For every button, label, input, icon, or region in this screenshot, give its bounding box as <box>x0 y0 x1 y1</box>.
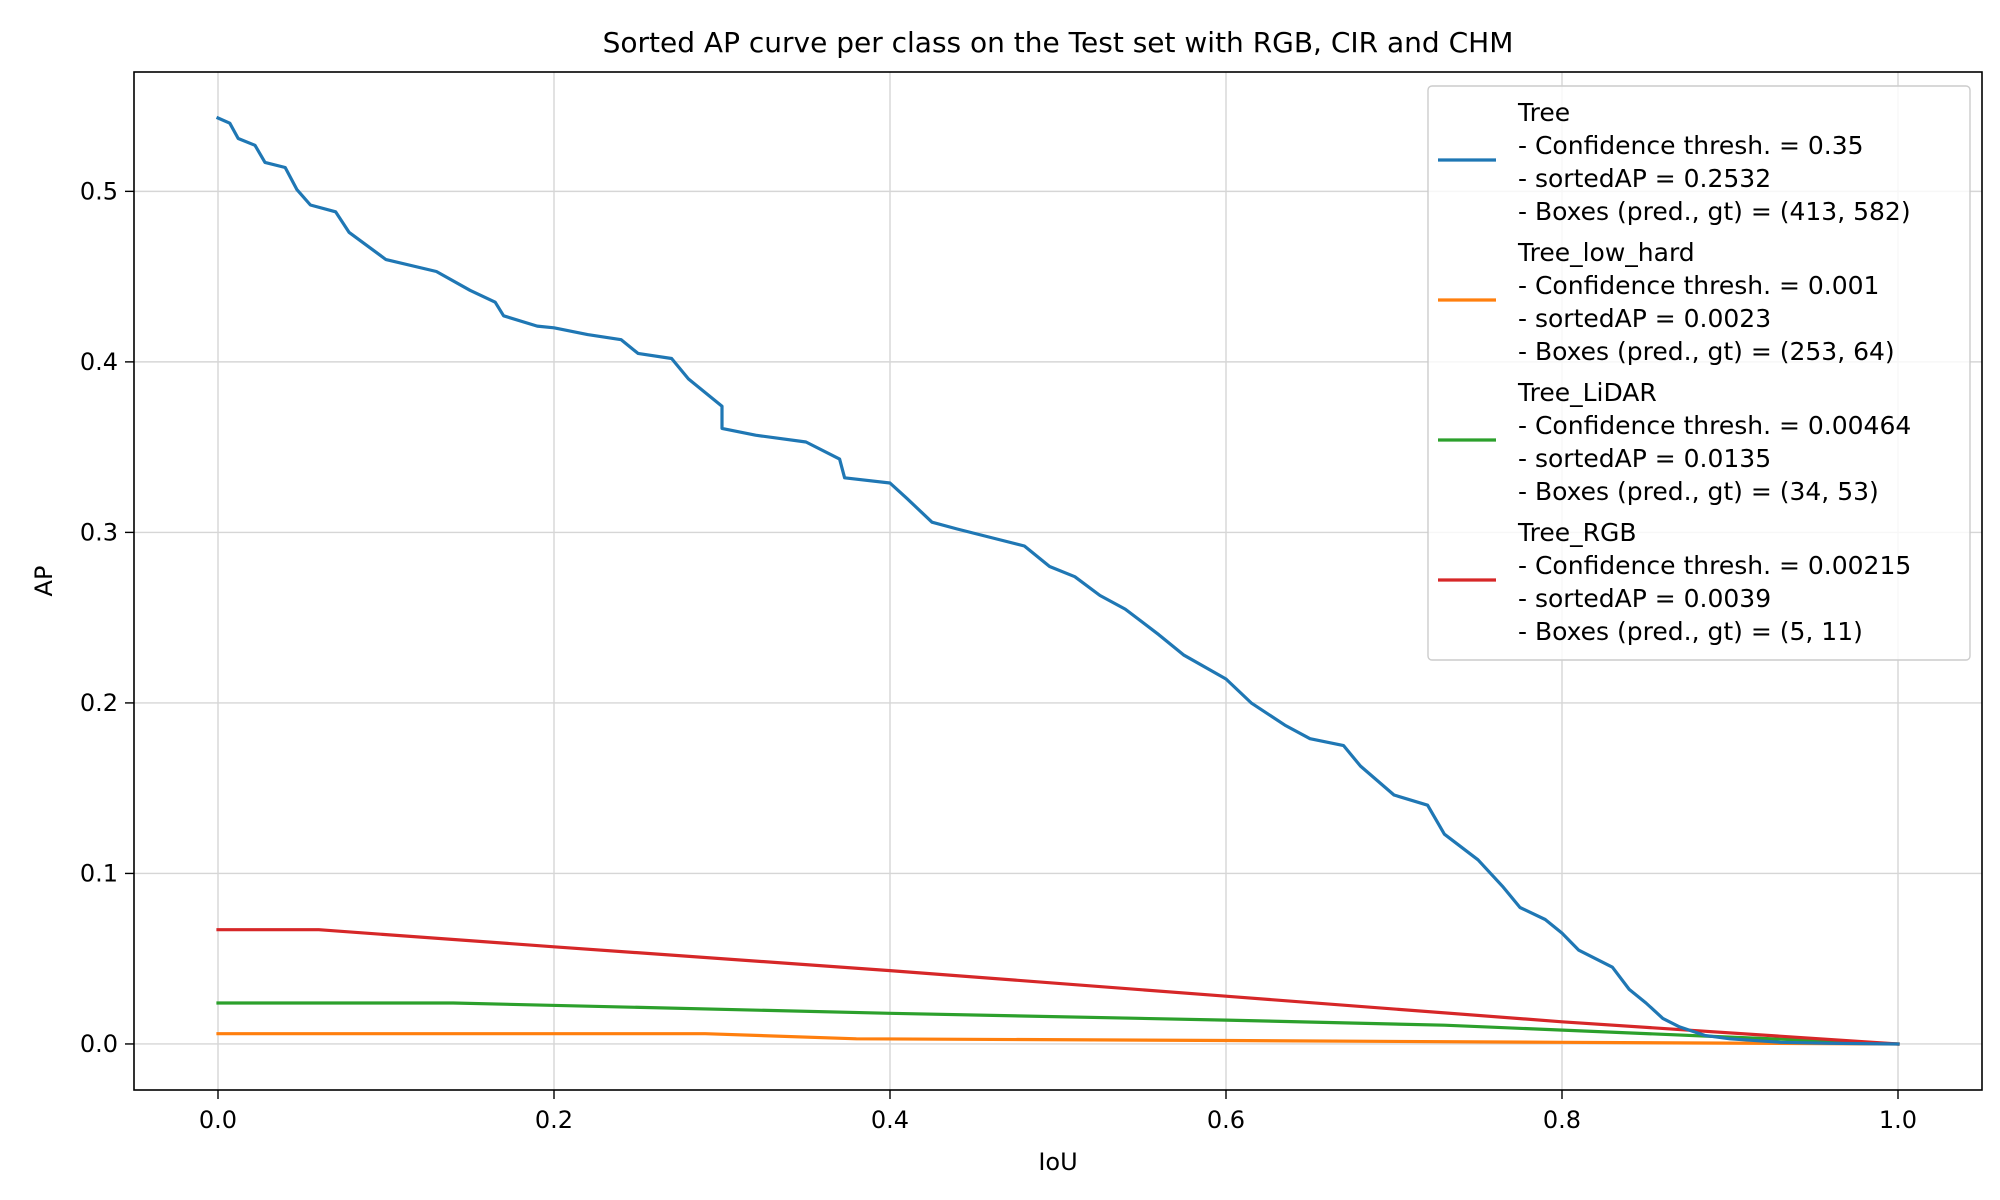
legend-entry-detail: - Confidence thresh. = 0.00215 <box>1518 551 1911 580</box>
series-line-tree <box>215 115 1900 1046</box>
series-line-tree-low-hard <box>216 1032 1900 1046</box>
series-line-tree-lidar <box>216 1001 1900 1046</box>
legend: Tree - Confidence thresh. = 0.35 - sortedA… <box>1427 85 1971 661</box>
chart-title: Sorted AP curve per class on the Test se… <box>603 26 1514 59</box>
legend-entry-name: Tree_RGB <box>1517 518 1636 547</box>
plot-frame <box>133 71 1983 1091</box>
legend-entry-detail: - Confidence thresh. = 0.00464 <box>1518 411 1911 440</box>
x-tick-label: 0.2 <box>535 1106 573 1134</box>
legend-entry-detail: - Boxes (pred., gt) = (253, 64) <box>1518 337 1895 366</box>
legend-entry-detail: - Boxes (pred., gt) = (5, 11) <box>1518 617 1863 646</box>
legend-entry-name: Tree <box>1517 98 1570 127</box>
series-lines <box>215 115 1900 1046</box>
legend-entry-detail: - Boxes (pred., gt) = (34, 53) <box>1518 477 1879 506</box>
x-tick-label: 0.4 <box>871 1106 909 1134</box>
legend-entry-detail: - Confidence thresh. = 0.001 <box>1518 271 1879 300</box>
legend-entry-name: Tree_low_hard <box>1517 238 1695 267</box>
series-line-tree-rgb <box>216 928 1900 1046</box>
legend-entry-detail: - Boxes (pred., gt) = (413, 582) <box>1518 197 1911 226</box>
y-tick-label: 0.4 <box>80 348 118 376</box>
legend-entry-name: Tree_LiDAR <box>1517 378 1657 407</box>
y-tick-label: 0.0 <box>80 1030 118 1058</box>
x-tick-label: 0.6 <box>1207 1106 1245 1134</box>
legend-entry-detail: - sortedAP = 0.0039 <box>1518 584 1771 613</box>
y-tick-label: 0.1 <box>80 859 118 887</box>
legend-entry-detail: - Confidence thresh. = 0.35 <box>1518 131 1864 160</box>
x-tick-label: 1.0 <box>1879 1106 1917 1134</box>
x-tick-label: 0.0 <box>199 1106 237 1134</box>
y-tick-label: 0.5 <box>80 177 118 205</box>
legend-box <box>1427 85 1971 661</box>
axis-ticks: 0.0 0.2 0.4 0.6 0.8 1.0 0.0 0.1 0.2 0.3 0.4 0.5 <box>80 177 1917 1134</box>
legend-entry-detail: - sortedAP = 0.0023 <box>1518 304 1771 333</box>
legend-entry-detail: - sortedAP = 0.2532 <box>1518 164 1771 193</box>
y-tick-label: 0.2 <box>80 689 118 717</box>
y-axis-label: AP <box>30 566 58 597</box>
x-axis-label: IoU <box>1038 1148 1077 1176</box>
x-tick-label: 0.8 <box>1543 1106 1581 1134</box>
legend-entry-detail: - sortedAP = 0.0135 <box>1518 444 1771 473</box>
y-tick-label: 0.3 <box>80 518 118 546</box>
